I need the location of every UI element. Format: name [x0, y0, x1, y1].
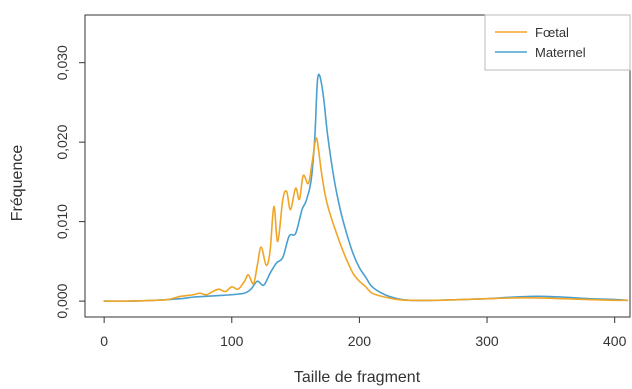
y-tick-label: 0,030 — [54, 45, 70, 80]
legend-label-maternel: Maternel — [535, 45, 586, 60]
x-axis: 0 100 200 300 400 — [100, 317, 627, 349]
y-axis-title: Fréquence — [9, 145, 26, 222]
legend: Fœtal Maternel — [484, 14, 631, 71]
y-tick-label: 0,010 — [54, 204, 70, 239]
series-line-foetal — [103, 137, 629, 302]
legend-box — [484, 14, 631, 71]
x-axis-title: Taille de fragment — [294, 369, 421, 386]
plot-frame — [84, 14, 631, 318]
y-tick-label: 0,020 — [54, 124, 70, 159]
series-line-maternel — [103, 73, 629, 302]
y-axis: 0,000 0,010 0,020 0,030 — [54, 45, 85, 319]
legend-label-foetal: Fœtal — [535, 25, 569, 40]
x-tick-label: 100 — [220, 333, 244, 349]
series-layer — [103, 73, 629, 302]
x-tick-label: 0 — [100, 333, 108, 349]
x-tick-label: 400 — [603, 333, 627, 349]
x-tick-label: 200 — [348, 333, 372, 349]
y-tick-label: 0,000 — [54, 283, 70, 318]
x-tick-label: 300 — [475, 333, 499, 349]
